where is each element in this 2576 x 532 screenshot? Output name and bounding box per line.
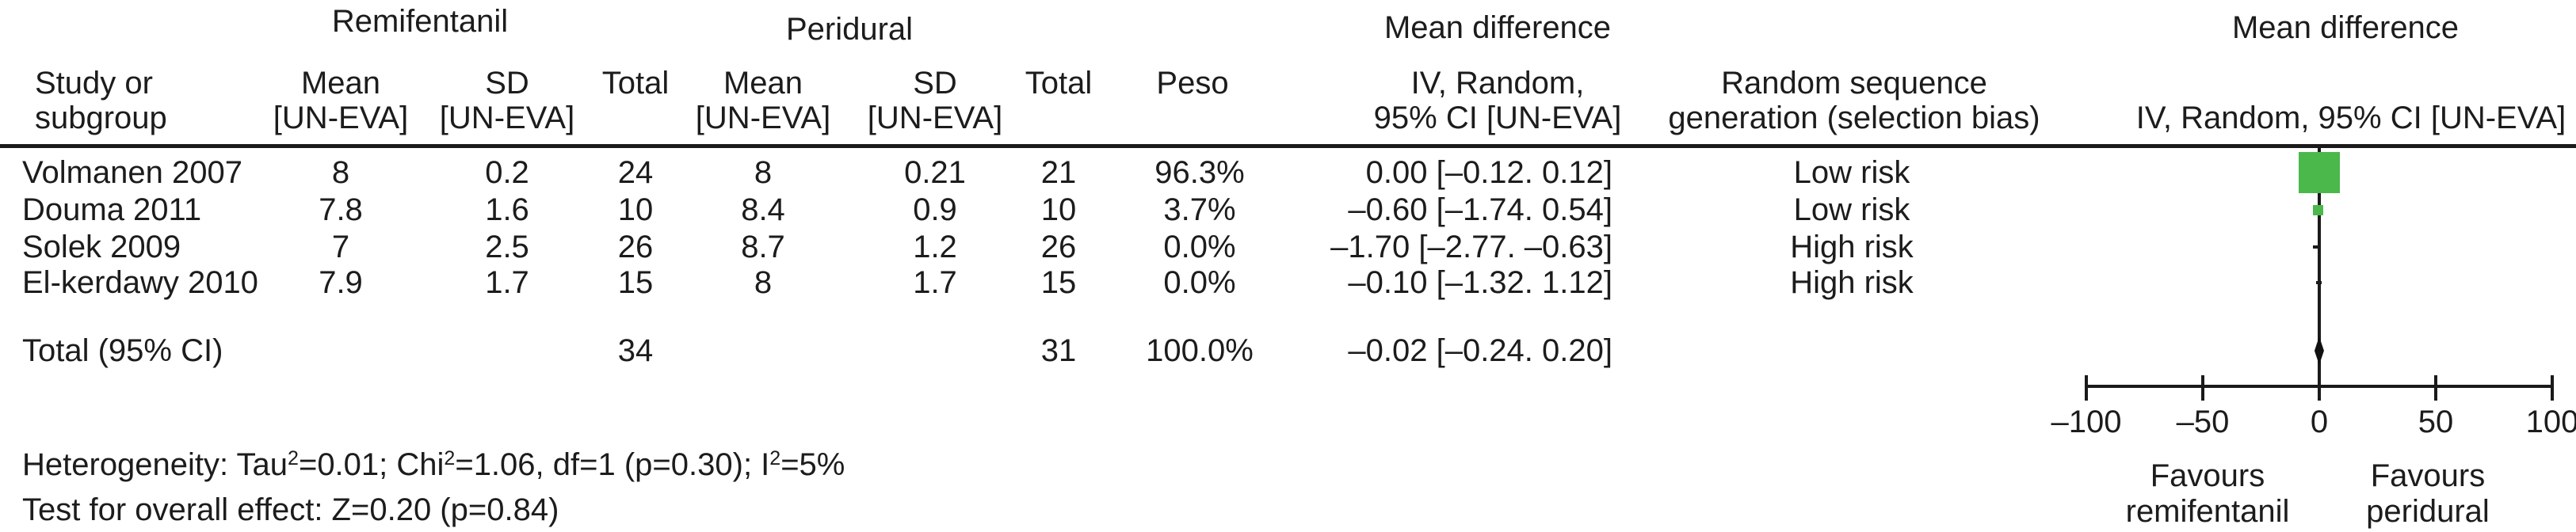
mean-difference-ci: –0.60 [–1.74. 0.54]: [1348, 192, 1612, 227]
study-ci-line: [2312, 245, 2318, 249]
col-header-total-peridural: Total: [1025, 66, 1093, 101]
total-peridural: 26: [1040, 230, 1077, 264]
favours-right-label-line1: Favours: [2370, 458, 2486, 493]
favours-right-label-line2: peridural: [2366, 494, 2490, 529]
mean-peridural: 8: [754, 265, 773, 300]
heterogeneity-part: =5%: [780, 447, 845, 482]
col-header-sd-peridural: SD: [913, 66, 957, 101]
mean-difference-ci: –1.70 [–2.77. –0.63]: [1330, 230, 1612, 264]
weight-percent: 0.0%: [1163, 230, 1236, 264]
mean-remifentanil: 7: [331, 230, 350, 264]
total-peridural: 10: [1040, 192, 1077, 227]
study-marker: [2312, 204, 2323, 215]
group-header-remifentanil: Remifentanil: [331, 4, 509, 39]
favours-left-label-line2: remifentanil: [2125, 494, 2290, 529]
heterogeneity-part: Heterogeneity: Tau: [22, 447, 288, 482]
col-header-iv-random-line2: 95% CI [UN-EVA]: [1373, 101, 1622, 135]
weight-percent: 0.0%: [1163, 265, 1236, 300]
axis-tick-label: 50: [2418, 405, 2454, 439]
col-header-sd-remifentanil: SD: [485, 66, 529, 101]
col-header-unit-2: [UN-EVA]: [439, 101, 575, 135]
risk-of-bias: Low risk: [1793, 192, 1910, 227]
col-header-study-line2: subgroup: [35, 101, 167, 135]
sd-remifentanil: 2.5: [485, 230, 529, 264]
group-header-peridural: Peridural: [785, 12, 914, 47]
weight-percent: 96.3%: [1154, 155, 1245, 190]
risk-of-bias: High risk: [1790, 265, 1914, 300]
header-divider: [0, 144, 2576, 148]
study-name: Volmanen 2007: [22, 155, 243, 190]
mean-peridural: 8.4: [741, 192, 785, 227]
col-header-unit-1: [UN-EVA]: [273, 101, 409, 135]
col-header-iv-random-line1: IV, Random,: [1410, 66, 1585, 101]
axis-tick-label: –100: [2051, 405, 2122, 439]
axis-tick-label: 100: [2525, 405, 2576, 439]
study-name: El-kerdawy 2010: [22, 265, 258, 300]
axis-tick-label: –50: [2176, 405, 2230, 439]
study-ci-line: [2316, 281, 2322, 284]
total-remifentanil: 10: [617, 192, 654, 227]
study-marker: [2299, 152, 2340, 193]
risk-of-bias: Low risk: [1793, 155, 1910, 190]
group-header-mean-difference-right: Mean difference: [2231, 10, 2460, 45]
overall-effect-text: Test for overall effect: Z=0.20 (p=0.84): [22, 492, 559, 527]
col-header-risk-line1: Random sequence: [1721, 66, 1987, 101]
mean-peridural: 8: [754, 155, 773, 190]
col-header-peso: Peso: [1156, 66, 1229, 101]
col-header-total-remifentanil: Total: [601, 66, 670, 101]
total-mean-difference-ci: –0.02 [–0.24. 0.20]: [1348, 333, 1612, 368]
total-remifentanil: 15: [617, 265, 654, 300]
total-remifentanil: 24: [617, 155, 654, 190]
sd-remifentanil: 1.7: [485, 265, 529, 300]
total-peridural-sum: 31: [1040, 333, 1077, 368]
mean-remifentanil: 7.8: [319, 192, 363, 227]
total-peridural: 21: [1040, 155, 1077, 190]
zero-line: [2318, 147, 2321, 388]
heterogeneity-text: Heterogeneity: Tau2=0.01; Chi2=1.06, df=…: [22, 446, 845, 487]
total-peridural: 15: [1040, 265, 1077, 300]
total-diamond: [2314, 336, 2324, 365]
axis-tick: [2434, 375, 2437, 401]
heterogeneity-part: =0.01; Chi: [298, 447, 445, 482]
sd-peridural: 1.7: [913, 265, 957, 300]
col-header-mean-peridural: Mean: [723, 66, 803, 101]
superscript-2: 2: [288, 447, 299, 469]
risk-of-bias: High risk: [1790, 230, 1914, 264]
col-header-iv-right: IV, Random, 95% CI [UN-EVA]: [2135, 101, 2566, 135]
total-weight-percent: 100.0%: [1146, 333, 1254, 368]
sd-remifentanil: 1.6: [485, 192, 529, 227]
heterogeneity-part: =1.06, df=1 (p=0.30); I: [455, 447, 770, 482]
favours-left-label-line1: Favours: [2150, 458, 2265, 493]
axis-tick-label: 0: [2310, 405, 2329, 439]
col-header-unit-4: [UN-EVA]: [867, 101, 1003, 135]
col-header-risk-line2: generation (selection bias): [1668, 101, 2040, 135]
axis-tick: [2551, 375, 2554, 401]
study-name: Solek 2009: [22, 230, 181, 264]
mean-difference-ci: –0.10 [–1.32. 1.12]: [1348, 265, 1612, 300]
total-remifentanil: 26: [617, 230, 654, 264]
mean-difference-ci: 0.00 [–0.12. 0.12]: [1365, 155, 1612, 190]
mean-peridural: 8.7: [741, 230, 785, 264]
superscript-2: 2: [769, 447, 781, 469]
axis-tick: [2201, 375, 2204, 401]
superscript-2: 2: [444, 447, 456, 469]
total-row-label: Total (95% CI): [22, 333, 223, 368]
col-header-mean-remifentanil: Mean: [300, 66, 381, 101]
col-header-study-line1: Study or: [35, 66, 153, 101]
col-header-unit-3: [UN-EVA]: [695, 101, 831, 135]
sd-remifentanil: 0.2: [485, 155, 529, 190]
weight-percent: 3.7%: [1163, 192, 1236, 227]
sd-peridural: 0.21: [904, 155, 966, 190]
study-name: Douma 2011: [22, 192, 202, 227]
total-remifentanil-sum: 34: [617, 333, 654, 368]
axis-tick: [2318, 375, 2321, 401]
axis-tick: [2085, 375, 2088, 401]
group-header-mean-difference-left: Mean difference: [1383, 10, 1612, 45]
mean-remifentanil: 8: [331, 155, 350, 190]
mean-remifentanil: 7.9: [319, 265, 363, 300]
sd-peridural: 0.9: [913, 192, 957, 227]
sd-peridural: 1.2: [913, 230, 957, 264]
